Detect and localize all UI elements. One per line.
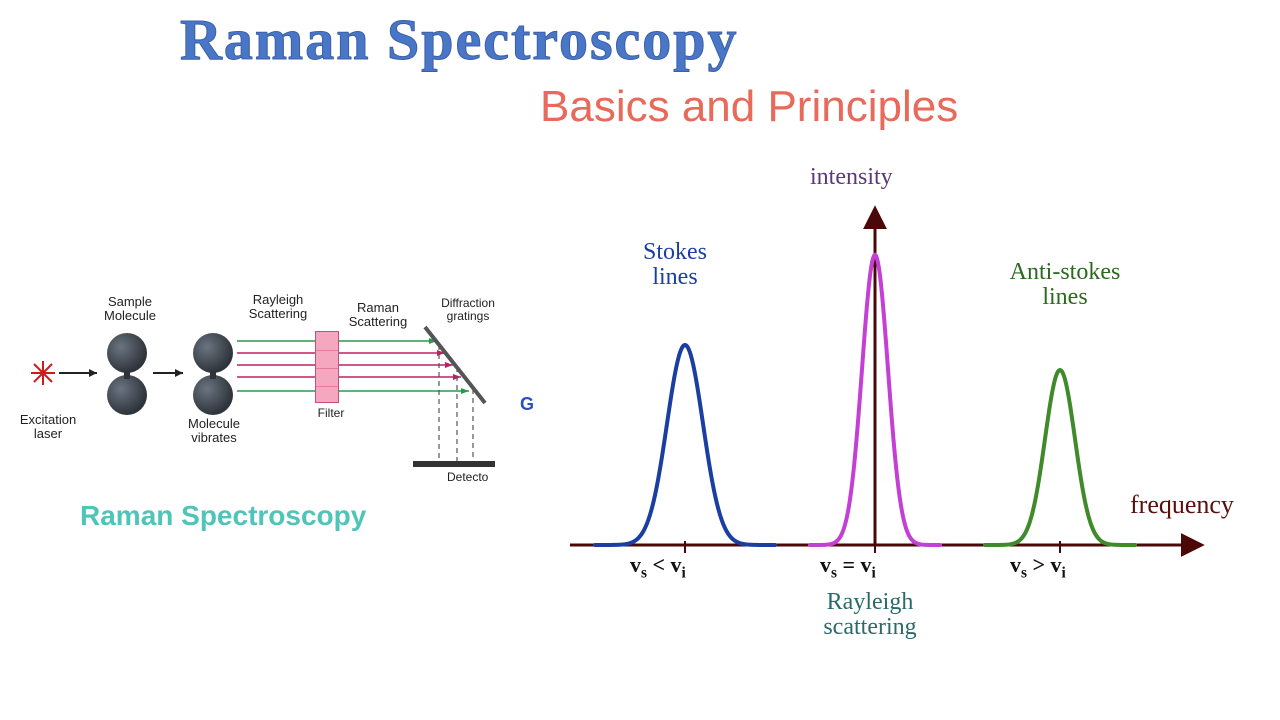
label-stray-g: G [517, 395, 537, 415]
apparatus-diagram: Excitationlaser SampleMolecule Moleculev… [15, 245, 545, 515]
bond-1 [124, 371, 130, 379]
label-gratings: Diffractiongratings [433, 297, 503, 323]
apparatus-caption: Raman Spectroscopy [80, 500, 366, 532]
label-stokes: Stokeslines [610, 240, 740, 290]
label-antistokes: Anti-stokeslines [990, 260, 1140, 310]
molecule-1a [107, 333, 147, 373]
bond-2 [210, 371, 216, 379]
spectrum-chart: intensity frequency Stokeslines Anti-sto… [560, 170, 1260, 690]
label-vibrates: Moleculevibrates [179, 417, 249, 446]
label-sample: SampleMolecule [95, 295, 165, 324]
page-title: Raman Spectroscopy [180, 6, 739, 73]
label-detector: Detecto [447, 471, 507, 484]
molecule-2a [193, 333, 233, 373]
label-raman: RamanScattering [343, 301, 413, 330]
filter-shape [315, 331, 339, 403]
label-filter: Filter [311, 407, 351, 420]
molecule-1b [107, 375, 147, 415]
tick-antistokes: vs > vi [1010, 552, 1066, 582]
label-intensity: intensity [810, 165, 893, 190]
label-excitation: Excitationlaser [13, 413, 83, 442]
label-rayleigh: RayleighScattering [243, 293, 313, 322]
label-frequency: frequency [1130, 490, 1234, 520]
molecule-2b [193, 375, 233, 415]
tick-rayleigh: vs = vi [820, 552, 876, 582]
tick-stokes: vs < vi [630, 552, 686, 582]
page-subtitle: Basics and Principles [540, 82, 958, 132]
label-rayleigh-scatter: Rayleighscattering [800, 590, 940, 640]
